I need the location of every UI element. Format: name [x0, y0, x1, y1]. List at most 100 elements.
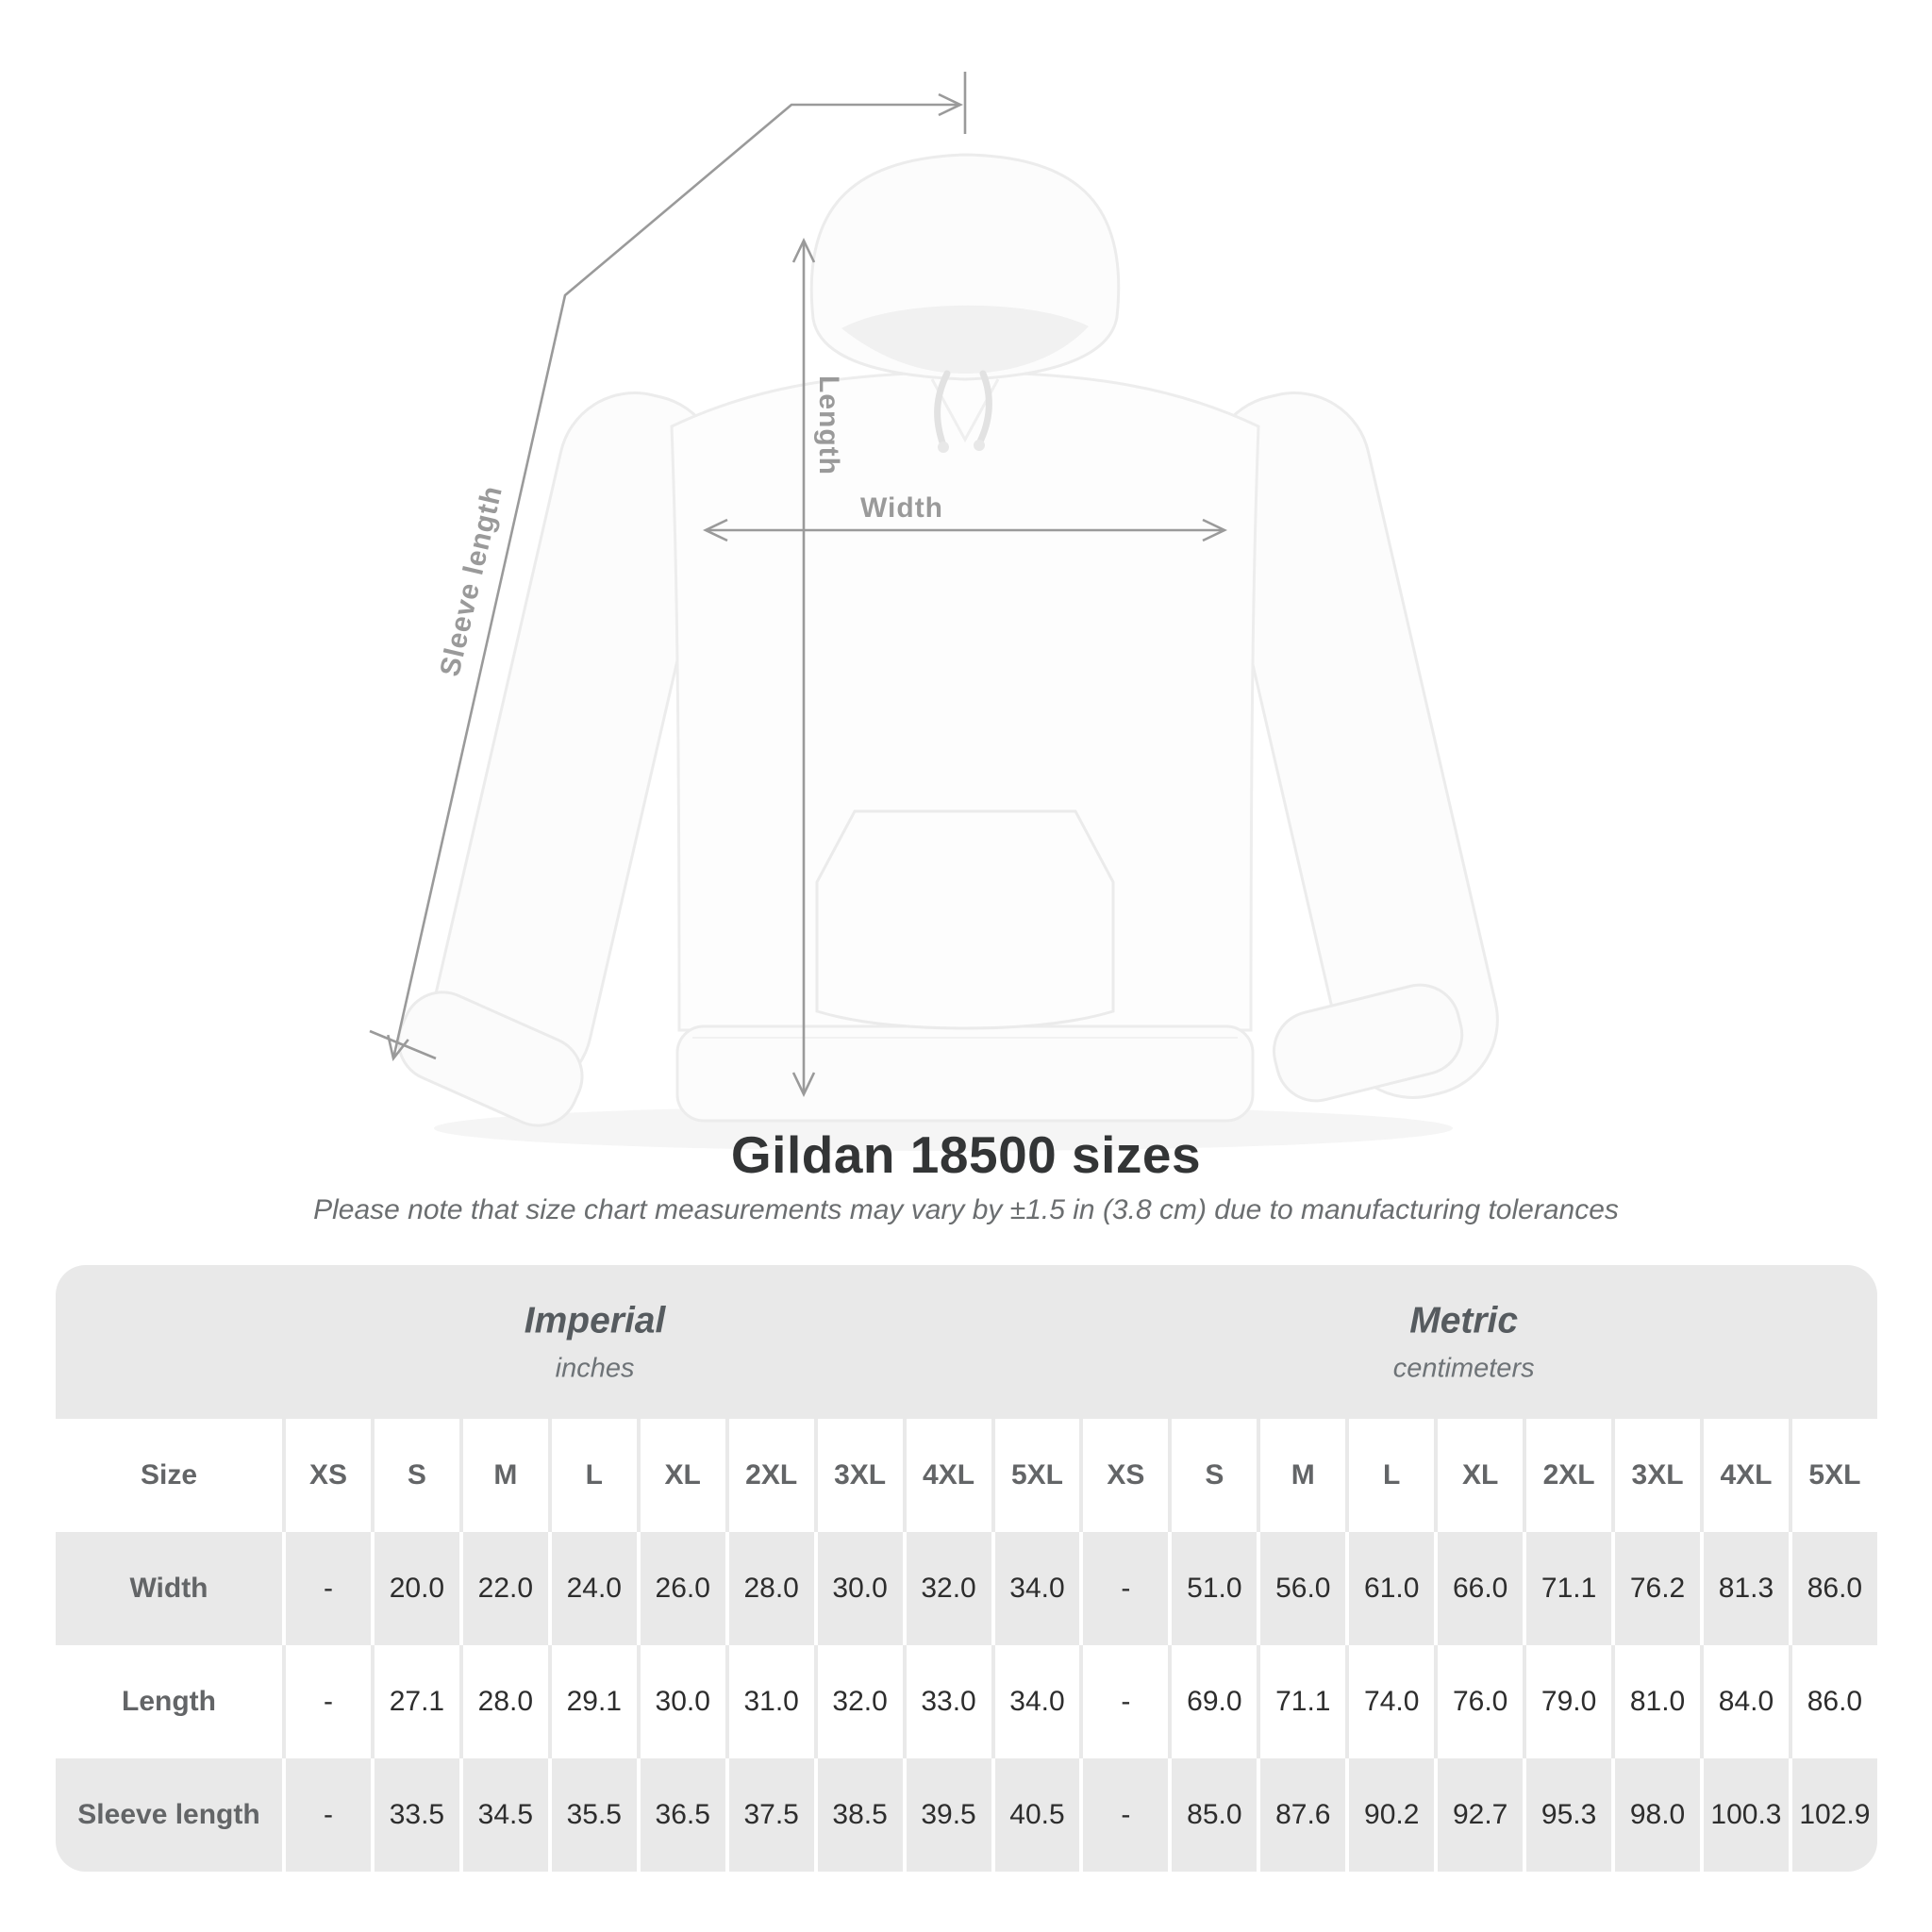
value-cell: 40.5: [991, 1758, 1080, 1872]
right-sleeve: [1208, 391, 1499, 1099]
imperial-group-label: Imperial: [524, 1300, 666, 1341]
size-header-cell: L: [547, 1419, 637, 1532]
length-measure-label: Length: [813, 375, 844, 475]
size-header-cell: XL: [1434, 1419, 1523, 1532]
size-header-cell: 2XL: [724, 1419, 814, 1532]
row-label-cell: Sleeve length: [77, 1799, 260, 1830]
value-cell: 98.0: [1611, 1758, 1700, 1872]
size-header-cell: XL: [636, 1419, 725, 1532]
value-cell: 102.9: [1788, 1758, 1877, 1872]
hoodie-diagram-svg: Width Length Sleeve length: [369, 72, 1499, 1151]
value-cell: 37.5: [724, 1758, 814, 1872]
size-header-cell: 5XL: [1788, 1419, 1877, 1532]
size-table-body: Size XS S M L XL 2XL 3XL 4XL 5XL XS S M L XL 2XL 3XL 4XL 5…: [56, 1419, 1877, 1872]
row-label-cell: Length: [122, 1686, 216, 1717]
size-header-cell: XS: [282, 1419, 371, 1532]
size-header-cell: XS: [1079, 1419, 1168, 1532]
value-cell: 32.0: [902, 1532, 991, 1645]
imperial-group-header: Imperial inches: [525, 1300, 666, 1384]
value-cell: -: [282, 1758, 371, 1872]
unit-group-band: Imperial inches Metric centimeters: [56, 1265, 1877, 1419]
value-cell: 33.5: [370, 1758, 459, 1872]
value-cell: 56.0: [1257, 1532, 1345, 1645]
table-row: Width -20.0 22.0 24.0 26.0 28.0 30.0 32.0 34.0-5…: [56, 1532, 1877, 1645]
row-label-cell: Size: [140, 1459, 198, 1491]
value-cell: 36.5: [636, 1758, 725, 1872]
value-cell: 28.0: [724, 1532, 814, 1645]
size-table: Imperial inches Metric centimeters Size X…: [56, 1265, 1877, 1872]
value-cell: 28.0: [458, 1645, 548, 1758]
size-header-cell: 3XL: [1611, 1419, 1700, 1532]
size-header-cell: 4XL: [1700, 1419, 1789, 1532]
value-cell: 51.0: [1168, 1532, 1257, 1645]
metric-group-unit: centimeters: [1392, 1353, 1535, 1383]
value-cell: 74.0: [1345, 1645, 1434, 1758]
value-cell: 34.5: [458, 1758, 548, 1872]
value-cell: 29.1: [547, 1645, 637, 1758]
metric-group-header: Metric centimeters: [1393, 1300, 1535, 1384]
value-cell: 39.5: [902, 1758, 991, 1872]
metric-group-label: Metric: [1409, 1300, 1519, 1341]
value-cell: 81.3: [1700, 1532, 1789, 1645]
value-cell: 81.0: [1611, 1645, 1700, 1758]
sleeve-length-arrow: [369, 72, 967, 1061]
size-header-cell: 2XL: [1523, 1419, 1611, 1532]
value-cell: 32.0: [813, 1645, 903, 1758]
value-cell: 66.0: [1434, 1532, 1523, 1645]
size-header-cell: S: [1168, 1419, 1257, 1532]
cuff-tick: [369, 1029, 437, 1060]
value-cell: 87.6: [1257, 1758, 1345, 1872]
value-cell: 30.0: [636, 1645, 725, 1758]
value-cell: -: [282, 1645, 371, 1758]
sleeve-length-measure-label: Sleeve length: [434, 483, 508, 680]
value-cell: 71.1: [1523, 1532, 1611, 1645]
right-cuff: [1273, 983, 1464, 1103]
table-row: Length -27.1 28.0 29.1 30.0 31.0 32.0 33.0 34.0-…: [56, 1645, 1877, 1758]
value-cell: -: [1079, 1645, 1168, 1758]
hoodie-image: [397, 153, 1499, 1151]
size-header-cell: L: [1345, 1419, 1434, 1532]
value-cell: -: [1079, 1758, 1168, 1872]
value-cell: 20.0: [370, 1532, 459, 1645]
kangaroo-pocket: [815, 809, 1115, 1030]
row-label-cell: Width: [129, 1573, 208, 1604]
value-cell: 86.0: [1788, 1532, 1877, 1645]
hem-band: [675, 1024, 1255, 1123]
size-header-cell: 3XL: [813, 1419, 903, 1532]
value-cell: 33.0: [902, 1645, 991, 1758]
width-measure-label: Width: [860, 492, 943, 524]
page-title: Gildan 18500 sizes: [730, 1125, 1202, 1184]
value-cell: 71.1: [1257, 1645, 1345, 1758]
value-cell: 95.3: [1523, 1758, 1611, 1872]
value-cell: 35.5: [547, 1758, 637, 1872]
size-header-cell: 5XL: [991, 1419, 1080, 1532]
value-cell: 27.1: [370, 1645, 459, 1758]
value-cell: 61.0: [1345, 1532, 1434, 1645]
size-header-cell: M: [458, 1419, 548, 1532]
value-cell: -: [282, 1532, 371, 1645]
page-subtitle: Please note that size chart measurements…: [313, 1194, 1619, 1225]
imperial-group-unit: inches: [555, 1353, 635, 1383]
value-cell: 86.0: [1788, 1645, 1877, 1758]
value-cell: 85.0: [1168, 1758, 1257, 1872]
table-row: Sleeve length -33.5 34.5 35.5 36.5 37.5 38.5 39…: [56, 1758, 1877, 1872]
value-cell: 90.2: [1345, 1758, 1434, 1872]
value-cell: 76.0: [1434, 1645, 1523, 1758]
value-cell: 79.0: [1523, 1645, 1611, 1758]
value-cell: 34.0: [991, 1532, 1080, 1645]
value-cell: 26.0: [636, 1532, 725, 1645]
size-header-cell: 4XL: [902, 1419, 991, 1532]
value-cell: 22.0: [458, 1532, 548, 1645]
size-header-cell: M: [1257, 1419, 1345, 1532]
value-cell: 24.0: [547, 1532, 637, 1645]
size-header-row: Size XS S M L XL 2XL 3XL 4XL 5XL XS S M L XL 2XL 3XL 4XL 5…: [56, 1419, 1877, 1532]
hoodie-diagram: Width Length Sleeve length: [369, 72, 1499, 1151]
value-cell: 38.5: [813, 1758, 903, 1872]
value-cell: 30.0: [813, 1532, 903, 1645]
size-header-cell: S: [370, 1419, 459, 1532]
value-cell: 92.7: [1434, 1758, 1523, 1872]
value-cell: 100.3: [1700, 1758, 1789, 1872]
value-cell: -: [1079, 1532, 1168, 1645]
value-cell: 84.0: [1700, 1645, 1789, 1758]
value-cell: 34.0: [991, 1645, 1080, 1758]
